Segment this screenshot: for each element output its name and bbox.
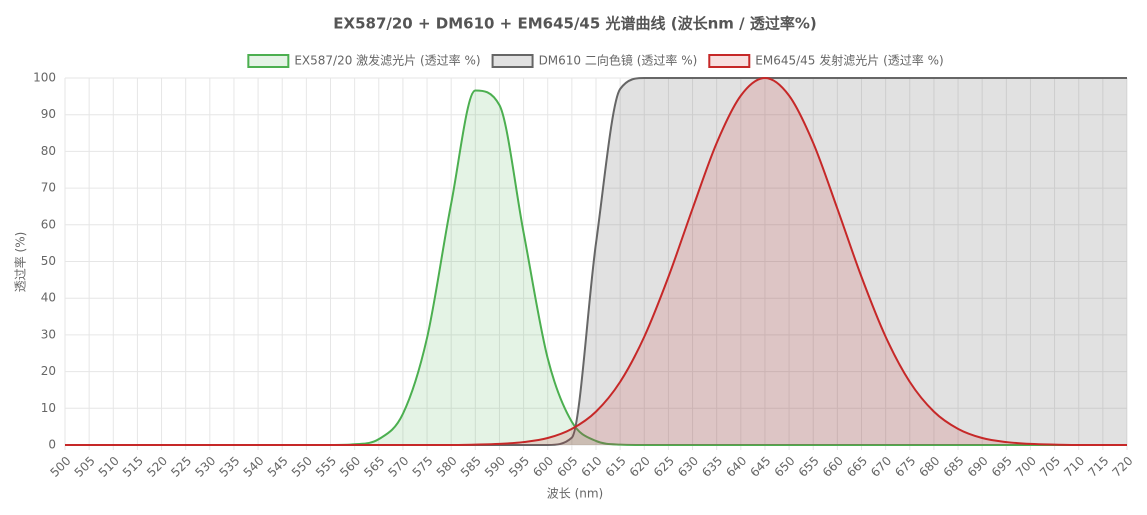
y-tick-label: 10 bbox=[41, 401, 56, 415]
y-axis-title: 透过率 (%) bbox=[13, 232, 28, 293]
legend: EX587/20 激发滤光片 (透过率 %) DM610 二向色镜 (透过率 %)… bbox=[247, 53, 944, 68]
chart-title: EX587/20 + DM610 + EM645/45 光谱曲线 (波长nm /… bbox=[333, 15, 816, 33]
legend-item: EX587/20 激发滤光片 (透过率 %) bbox=[247, 53, 481, 68]
legend-swatch bbox=[247, 54, 290, 68]
legend-label: EX587/20 激发滤光片 (透过率 %) bbox=[294, 53, 480, 68]
y-tick-label: 20 bbox=[41, 364, 56, 378]
legend-item: EM645/45 发射滤光片 (透过率 %) bbox=[708, 53, 944, 68]
area-fill bbox=[65, 78, 1127, 445]
y-tick-label: 50 bbox=[41, 254, 56, 268]
y-tick-label: 60 bbox=[41, 217, 56, 231]
y-tick-label: 0 bbox=[48, 438, 56, 452]
legend-item: DM610 二向色镜 (透过率 %) bbox=[491, 53, 698, 68]
x-axis-title: 波长 (nm) bbox=[547, 487, 603, 501]
legend-label: EM645/45 发射滤光片 (透过率 %) bbox=[755, 53, 943, 68]
legend-swatch bbox=[708, 54, 751, 68]
y-tick-label: 40 bbox=[41, 291, 56, 305]
series-line bbox=[65, 76, 1127, 446]
y-tick-label: 70 bbox=[41, 181, 56, 195]
legend-label: DM610 二向色镜 (透过率 %) bbox=[539, 53, 698, 68]
legend-swatch bbox=[491, 54, 534, 68]
y-tick-label: 30 bbox=[41, 327, 56, 341]
y-tick-label: 100 bbox=[33, 71, 56, 85]
area-fill bbox=[65, 78, 1127, 445]
y-tick-label: 80 bbox=[41, 144, 56, 158]
y-tick-label: 90 bbox=[41, 107, 56, 121]
